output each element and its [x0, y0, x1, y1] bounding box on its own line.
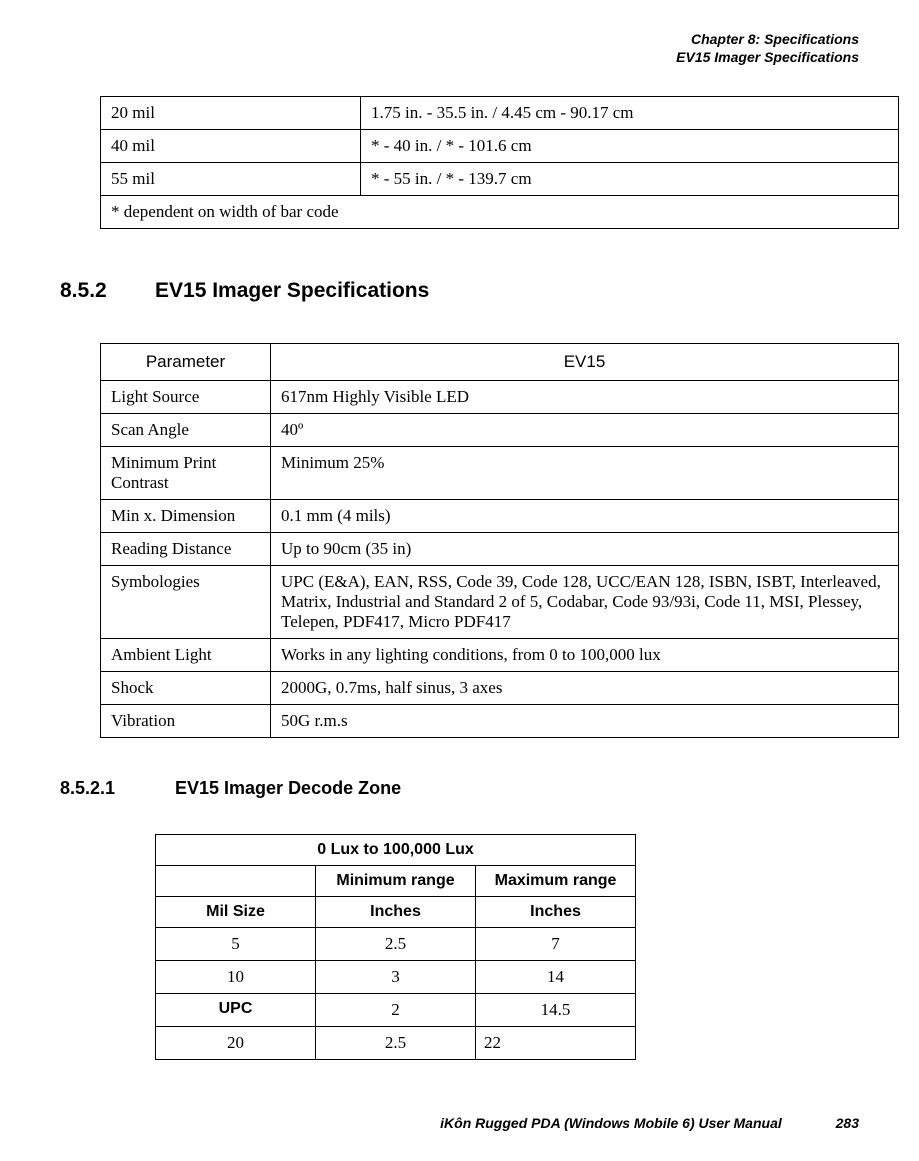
table-title-row: 0 Lux to 100,000 Lux	[156, 835, 636, 866]
cell-max-range: Maximum range	[476, 866, 636, 897]
section-number: 8.5.2.1	[60, 778, 175, 799]
section-title: EV15 Imager Specifications	[155, 279, 429, 303]
cell-inches: Inches	[476, 897, 636, 928]
cell-min-range: Minimum range	[316, 866, 476, 897]
cell-mil: 40 mil	[101, 130, 361, 163]
table-row: Shock 2000G, 0.7ms, half sinus, 3 axes	[101, 672, 899, 705]
cell-value: 2000G, 0.7ms, half sinus, 3 axes	[271, 672, 899, 705]
table-row: 5 2.5 7	[156, 928, 636, 961]
cell-param: Min x. Dimension	[101, 500, 271, 533]
cell-max: 22	[476, 1027, 636, 1060]
header-chapter: Chapter 8: Specifications	[60, 30, 859, 48]
table-row: Min x. Dimension 0.1 mm (4 mils)	[101, 500, 899, 533]
cell-blank	[156, 866, 316, 897]
cell-param: Shock	[101, 672, 271, 705]
table-row: 40 mil * - 40 in. / * - 101.6 cm	[101, 130, 899, 163]
page-header: Chapter 8: Specifications EV15 Imager Sp…	[60, 30, 859, 66]
cell-value: UPC (E&A), EAN, RSS, Code 39, Code 128, …	[271, 566, 899, 639]
table-barcode-ranges: 20 mil 1.75 in. - 35.5 in. / 4.45 cm - 9…	[100, 96, 899, 229]
cell-upc: UPC	[156, 994, 316, 1027]
cell-milsize: Mil Size	[156, 897, 316, 928]
section-heading-852: 8.5.2 EV15 Imager Specifications	[60, 279, 859, 303]
table-row: 10 3 14	[156, 961, 636, 994]
cell-value: 40º	[271, 414, 899, 447]
page-footer: iKôn Rugged PDA (Windows Mobile 6) User …	[440, 1115, 859, 1131]
cell-min: 2	[316, 994, 476, 1027]
cell-mil: 5	[156, 928, 316, 961]
table-row: 20 mil 1.75 in. - 35.5 in. / 4.45 cm - 9…	[101, 97, 899, 130]
section-title: EV15 Imager Decode Zone	[175, 778, 401, 799]
section-number: 8.5.2	[60, 279, 155, 303]
table-row: Vibration 50G r.m.s	[101, 705, 899, 738]
table-row: Ambient Light Works in any lighting cond…	[101, 639, 899, 672]
table-unit-row: Mil Size Inches Inches	[156, 897, 636, 928]
cell-mil: 10	[156, 961, 316, 994]
cell-mil: 20 mil	[101, 97, 361, 130]
cell-param: Vibration	[101, 705, 271, 738]
cell-value: 50G r.m.s	[271, 705, 899, 738]
table-subheader-row: Minimum range Maximum range	[156, 866, 636, 897]
cell-value: Minimum 25%	[271, 447, 899, 500]
cell-min: 2.5	[316, 928, 476, 961]
cell-max: 7	[476, 928, 636, 961]
cell-min: 3	[316, 961, 476, 994]
cell-param: Reading Distance	[101, 533, 271, 566]
cell-mil: 20	[156, 1027, 316, 1060]
table-header-row: Parameter EV15	[101, 344, 899, 381]
cell-max: 14.5	[476, 994, 636, 1027]
cell-param: Ambient Light	[101, 639, 271, 672]
table-row: Scan Angle 40º	[101, 414, 899, 447]
table-row: 20 2.5 22	[156, 1027, 636, 1060]
cell-title: 0 Lux to 100,000 Lux	[156, 835, 636, 866]
table-row: 55 mil * - 55 in. / * - 139.7 cm	[101, 163, 899, 196]
cell-range: 1.75 in. - 35.5 in. / 4.45 cm - 90.17 cm	[361, 97, 899, 130]
cell-param: Light Source	[101, 381, 271, 414]
table-row: Symbologies UPC (E&A), EAN, RSS, Code 39…	[101, 566, 899, 639]
section-heading-8521: 8.5.2.1 EV15 Imager Decode Zone	[60, 778, 859, 799]
cell-value: 0.1 mm (4 mils)	[271, 500, 899, 533]
table-decode-zone: 0 Lux to 100,000 Lux Minimum range Maxim…	[155, 834, 636, 1060]
cell-value: Up to 90cm (35 in)	[271, 533, 899, 566]
cell-param: Scan Angle	[101, 414, 271, 447]
page-number: 283	[836, 1115, 859, 1131]
cell-min: 2.5	[316, 1027, 476, 1060]
table-row: Minimum Print Contrast Minimum 25%	[101, 447, 899, 500]
cell-mil: 55 mil	[101, 163, 361, 196]
cell-param: Symbologies	[101, 566, 271, 639]
header-section: EV15 Imager Specifications	[60, 48, 859, 66]
cell-max: 14	[476, 961, 636, 994]
cell-param: Minimum Print Contrast	[101, 447, 271, 500]
footer-text: iKôn Rugged PDA (Windows Mobile 6) User …	[440, 1115, 782, 1131]
cell-footnote: * dependent on width of bar code	[101, 196, 899, 229]
cell-inches: Inches	[316, 897, 476, 928]
cell-range: * - 40 in. / * - 101.6 cm	[361, 130, 899, 163]
cell-value: 617nm Highly Visible LED	[271, 381, 899, 414]
table-row: UPC 2 14.5	[156, 994, 636, 1027]
header-ev15: EV15	[271, 344, 899, 381]
cell-range: * - 55 in. / * - 139.7 cm	[361, 163, 899, 196]
table-row: Reading Distance Up to 90cm (35 in)	[101, 533, 899, 566]
table-row: Light Source 617nm Highly Visible LED	[101, 381, 899, 414]
cell-value: Works in any lighting conditions, from 0…	[271, 639, 899, 672]
table-row-footnote: * dependent on width of bar code	[101, 196, 899, 229]
table-ev15-specs: Parameter EV15 Light Source 617nm Highly…	[100, 343, 899, 738]
header-parameter: Parameter	[101, 344, 271, 381]
